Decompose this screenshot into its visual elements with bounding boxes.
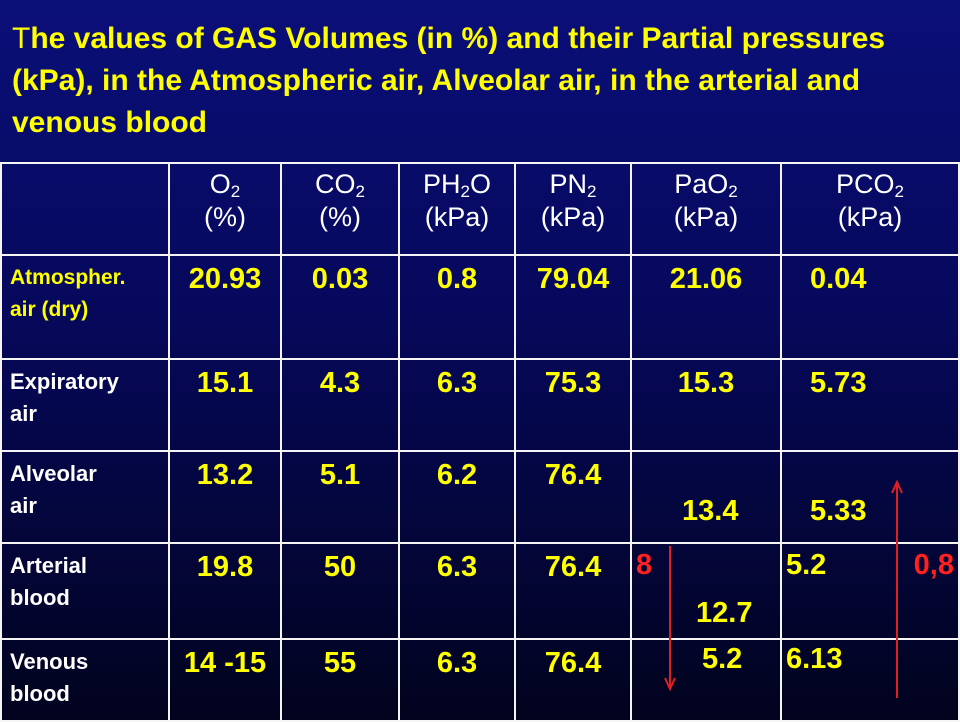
- gas-values-table: O2 (%) CO2 (%) PH2O (kPa) PN2 (kPa) PaO2 (kPa…: [0, 162, 960, 722]
- cell-pn2: 76.4: [514, 638, 632, 722]
- cell-pco2: 5.33: [780, 450, 960, 544]
- table-row: Expiratory air 15.1 4.3 6.3 75.3 15.3 5.7…: [0, 358, 960, 452]
- cell-co2: 55: [280, 638, 400, 722]
- cell-o2: 19.8: [168, 542, 282, 640]
- pao2-difference: 8: [636, 549, 653, 581]
- up-arrow-icon: [891, 480, 903, 698]
- cell-pco2: 6.13: [780, 638, 960, 722]
- value-pao2: 13.4: [682, 495, 739, 527]
- cell-pao2: 15.3: [630, 358, 782, 452]
- slide-title: The values of GAS Volumes (in %) and the…: [12, 18, 948, 144]
- cell-pco2: 5.73: [780, 358, 960, 452]
- cell-co2: 50: [280, 542, 400, 640]
- cell-co2: 4.3: [280, 358, 400, 452]
- cell-o2: 14 -15: [168, 638, 282, 722]
- value-pco2: 5.33: [810, 495, 867, 527]
- cell-pn2: 75.3: [514, 358, 632, 452]
- cell-pao2: 13.4: [630, 450, 782, 544]
- row-label-venous: Venous blood: [0, 638, 170, 722]
- value-pco2: 5.2: [786, 549, 827, 581]
- cell-co2: 5.1: [280, 450, 400, 544]
- cell-o2: 13.2: [168, 450, 282, 544]
- title-text: he values of GAS Volumes (in %) and thei…: [12, 22, 886, 139]
- down-arrow-icon: [664, 546, 676, 692]
- header-ph2o: PH2O (kPa): [398, 162, 516, 256]
- row-label-atmospheric: Atmospher. air (dry): [0, 254, 170, 360]
- row-label-arterial: Arterial blood: [0, 542, 170, 640]
- cell-pn2: 76.4: [514, 450, 632, 544]
- row-label-alveolar: Alveolar air: [0, 450, 170, 544]
- cell-ph2o: 0.8: [398, 254, 516, 360]
- cell-pco2: 5.2 0,8: [780, 542, 960, 640]
- cell-o2: 20.93: [168, 254, 282, 360]
- cell-ph2o: 6.2: [398, 450, 516, 544]
- cell-ph2o: 6.3: [398, 358, 516, 452]
- cell-co2: 0.03: [280, 254, 400, 360]
- cell-pao2: 8 12.7: [630, 542, 782, 640]
- cell-o2: 15.1: [168, 358, 282, 452]
- header-pco2: PCO2 (kPa): [780, 162, 960, 256]
- cell-pn2: 76.4: [514, 542, 632, 640]
- title-first-letter: T: [12, 22, 31, 55]
- header-o2: O2 (%): [168, 162, 282, 256]
- pco2-difference: 0,8: [913, 549, 954, 581]
- table-row: Arterial blood 19.8 50 6.3 76.4 8 12.7 5.…: [0, 542, 960, 640]
- table-row: Venous blood 14 -15 55 6.3 76.4 5.2 6.13: [0, 638, 960, 722]
- cell-ph2o: 6.3: [398, 542, 516, 640]
- table-row: Atmospher. air (dry) 20.93 0.03 0.8 79.04…: [0, 254, 960, 360]
- header-co2: CO2 (%): [280, 162, 400, 256]
- header-pao2: PaO2 (kPa): [630, 162, 782, 256]
- header-pn2: PN2 (kPa): [514, 162, 632, 256]
- header-corner: [0, 162, 170, 256]
- row-label-expiratory: Expiratory air: [0, 358, 170, 452]
- table-row: Alveolar air 13.2 5.1 6.2 76.4 13.4 5.33: [0, 450, 960, 544]
- header-row: O2 (%) CO2 (%) PH2O (kPa) PN2 (kPa) PaO2 (kPa…: [0, 162, 960, 256]
- value-pao2: 12.7: [696, 597, 753, 629]
- cell-ph2o: 6.3: [398, 638, 516, 722]
- cell-pao2: 21.06: [630, 254, 782, 360]
- cell-pn2: 79.04: [514, 254, 632, 360]
- cell-pco2: 0.04: [780, 254, 960, 360]
- value-pco2: 6.13: [786, 643, 843, 675]
- cell-pao2: 5.2: [630, 638, 782, 722]
- value-pao2: 5.2: [702, 643, 743, 675]
